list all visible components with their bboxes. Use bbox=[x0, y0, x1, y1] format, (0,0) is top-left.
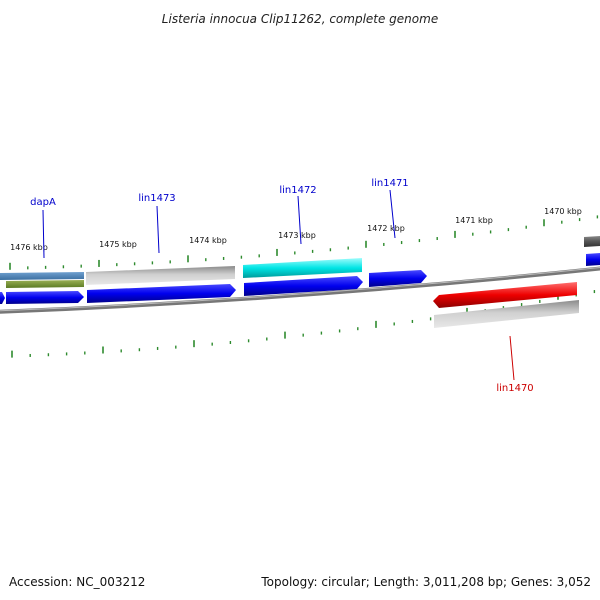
gene-dapA-steel[interactable] bbox=[0, 272, 84, 280]
gene-label-lin1472[interactable]: lin1472 bbox=[279, 185, 316, 196]
kbp-label-1473: 1473 kbp bbox=[278, 231, 316, 240]
kbp-label-1476: 1476 kbp bbox=[10, 243, 48, 252]
gene-label-lin1471[interactable]: lin1471 bbox=[371, 178, 408, 189]
gene-forward-lin1472[interactable] bbox=[244, 276, 363, 296]
genome-title: Listeria innocua Clip11262, complete gen… bbox=[162, 12, 438, 26]
lin1470-leader bbox=[509, 335, 515, 381]
gene-forward-left-edge[interactable] bbox=[0, 292, 5, 304]
gene-row-upper bbox=[0, 236, 600, 288]
gene-label-dapA[interactable]: dapA bbox=[30, 197, 56, 208]
genome-backbone bbox=[0, 266, 600, 314]
gene-lin1474[interactable] bbox=[86, 266, 235, 285]
genome-summary-text: Topology: circular; Length: 3,011,208 bp… bbox=[260, 575, 591, 589]
gene-dapA-olive[interactable] bbox=[6, 280, 84, 288]
gene-forward-lin1471[interactable] bbox=[369, 270, 427, 287]
gene-lin1472[interactable] bbox=[243, 258, 362, 278]
gene-forward-lin1473[interactable] bbox=[87, 284, 236, 303]
accession-text: Accession: NC_003212 bbox=[9, 575, 145, 589]
gene-forward-dapA[interactable] bbox=[6, 291, 84, 304]
lin1473-leader bbox=[156, 205, 160, 254]
kbp-label-1475: 1475 kbp bbox=[99, 240, 137, 249]
gene-reverse-grey[interactable] bbox=[434, 300, 579, 328]
kbp-label-1474: 1474 kbp bbox=[189, 236, 227, 245]
gene-reverse-lin1470[interactable] bbox=[433, 282, 577, 308]
gene-label-lin1473[interactable]: lin1473 bbox=[138, 193, 175, 204]
gene-forward-right-edge[interactable] bbox=[586, 253, 600, 266]
dapA-leader bbox=[42, 209, 45, 259]
gene-row-reverse bbox=[433, 282, 579, 328]
kbp-label-1472: 1472 kbp bbox=[367, 224, 405, 233]
gene-row-forward bbox=[0, 253, 600, 304]
outer-tick-row bbox=[9, 215, 599, 270]
kbp-label-1471: 1471 kbp bbox=[455, 216, 493, 225]
gene-label-lin1470[interactable]: lin1470 bbox=[496, 383, 533, 394]
lin1472-leader bbox=[297, 195, 302, 245]
genome-backbone-highlight bbox=[0, 267, 600, 312]
gene-grey-right[interactable] bbox=[584, 236, 600, 247]
lin1471-leader bbox=[389, 189, 396, 239]
kbp-label-1470: 1470 kbp bbox=[544, 207, 582, 216]
